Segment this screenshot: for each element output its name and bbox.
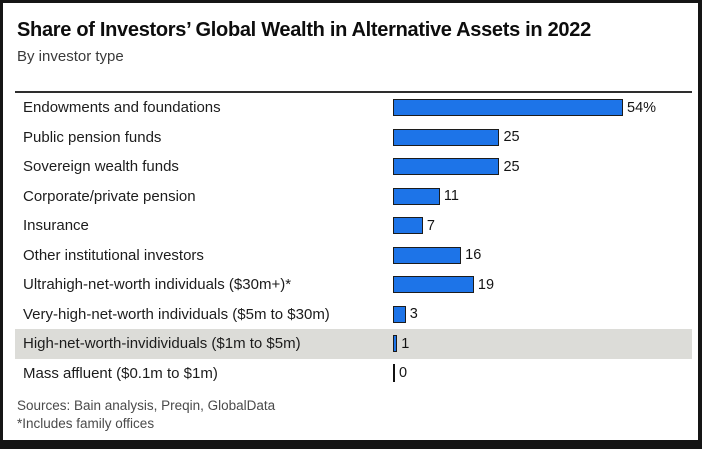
bar-area: 7 [393,211,692,241]
value-label: 3 [409,306,418,323]
bar-area: 54% [393,93,692,123]
value-label: 25 [503,129,520,146]
value-label: 0 [399,365,408,382]
value-label: 11 [443,188,459,205]
bar [393,99,623,117]
category-label: Sovereign wealth funds [23,158,179,176]
bar-chart: Endowments and foundations 54% Public pens… [15,93,692,388]
sources-line: Sources: Bain analysis, Preqin, GlobalDa… [17,398,276,413]
value-label: 16 [465,247,482,264]
chart-subtitle: By investor type [17,48,124,65]
bar-area: 16 [393,241,692,271]
bar-area: 19 [393,270,692,300]
bar-area: 25 [393,123,692,153]
footnote-line: *Includes family offices [17,415,155,431]
value-label: 54% [627,99,657,116]
bar [393,335,398,353]
bar [393,276,474,294]
chart-row: Corporate/private pension 11 [15,182,692,212]
chart-row: Mass affluent ($0.1m to $1m) 0 [15,359,692,389]
chart-row: High-net-worth-invidividuals ($1m to $5m… [15,329,692,359]
chart-row: Endowments and foundations 54% [15,93,692,123]
chart-title: Share of Investors’ Global Wealth in Alt… [17,19,591,41]
bar-area: 3 [393,300,692,330]
bar-area: 25 [393,152,692,182]
category-label: Endowments and foundations [23,99,221,117]
category-label: Very-high-net-worth individuals ($5m to … [23,305,330,323]
bar [393,128,500,146]
bar-area: 1 [393,329,692,359]
bar [393,246,462,264]
value-label: 19 [477,276,495,293]
value-label: 25 [503,158,520,175]
bar [393,158,500,176]
value-label: 1 [401,335,410,352]
chart-row: Insurance 7 [15,211,692,241]
category-label: Public pension funds [23,128,162,146]
bar-area: 0 [393,359,692,389]
chart-row: Very-high-net-worth individuals ($5m to … [15,300,692,330]
category-label: Corporate/private pension [23,187,196,205]
header-divider [15,91,692,93]
zero-baseline-tick [393,364,395,383]
chart-row: Public pension funds 25 [15,123,692,153]
chart-row: Sovereign wealth funds 25 [15,152,692,182]
chart-row: Other institutional investors 16 [15,241,692,271]
category-label: Other institutional investors [23,246,204,264]
chart-footer: Sources: Bain analysis, Preqin, GlobalDa… [15,397,692,432]
category-label: High-net-worth-invidividuals ($1m to $5m… [23,335,301,353]
bar [393,187,440,205]
chart-row: Ultrahigh-net-worth individuals ($30m+)*… [15,270,692,300]
category-label: Ultrahigh-net-worth individuals ($30m+)* [23,276,292,294]
category-label: Mass affluent ($0.1m to $1m) [23,364,218,382]
value-label: 7 [426,217,435,234]
category-label: Insurance [23,217,89,235]
bar [393,305,406,323]
bar [393,217,423,235]
bar-area: 11 [393,182,692,212]
